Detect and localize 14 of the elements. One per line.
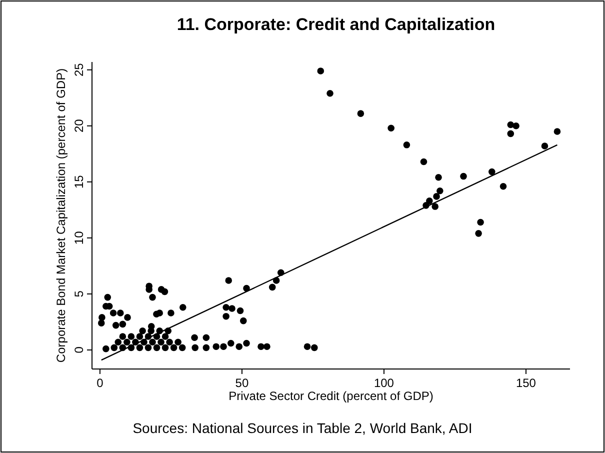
x-tick-label: 150 (516, 376, 536, 390)
y-axis-title: Corporate Bond Market Capitalization (percent of GDP) (54, 68, 68, 363)
chart-title: 11. Corporate: Credit and Capitalization (176, 15, 496, 34)
x-axis-title: Private Sector Credit (percent of GDP) (228, 389, 434, 403)
x-tick-label: 50 (235, 376, 249, 390)
y-tick-label: 25 (72, 62, 86, 77)
x-tick-label: 0 (96, 376, 104, 390)
y-tick-label: 0 (72, 346, 86, 354)
y-tick-label: 20 (72, 118, 86, 133)
y-tick-label: 15 (72, 174, 86, 189)
y-tick-label: 10 (72, 230, 86, 245)
x-tick-label: 100 (374, 376, 394, 390)
y-tick-label: 5 (72, 290, 86, 298)
source-note: Sources: National Sources in Table 2, World Bank, ADI (132, 420, 472, 436)
